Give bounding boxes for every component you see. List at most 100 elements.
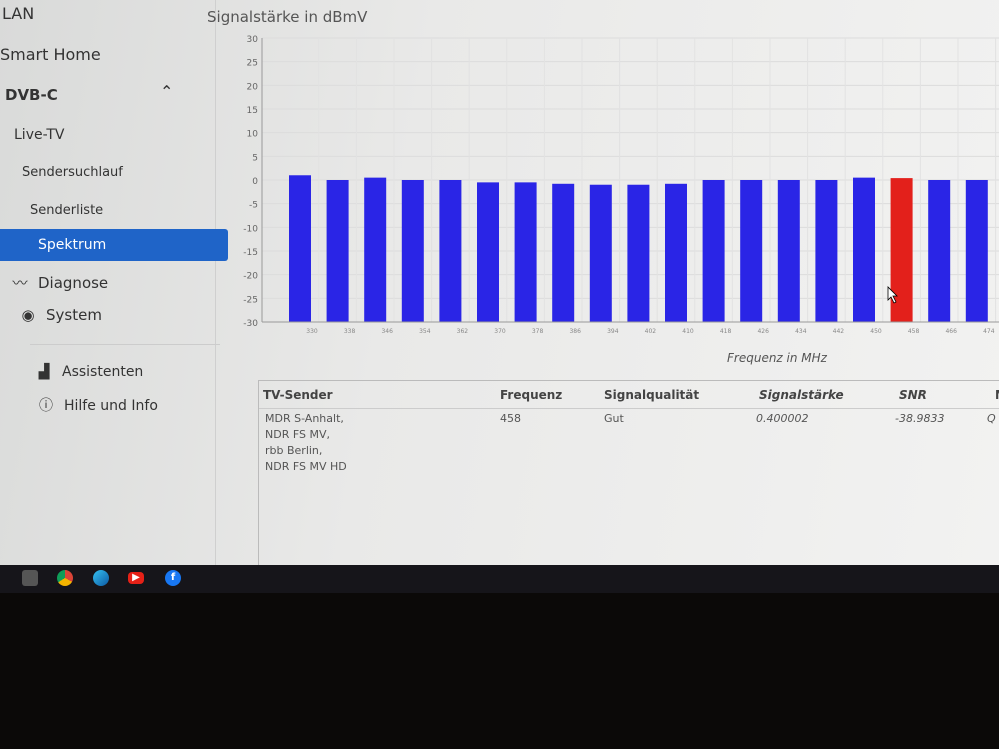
sender: MDR S-Anhalt, xyxy=(265,412,344,425)
label: Diagnose xyxy=(38,274,109,292)
y-tick-label: -25 xyxy=(243,295,258,305)
col-m: M xyxy=(995,388,999,402)
bar-346 xyxy=(364,177,387,322)
spectrum-chart: 30 25 20 15 10 5 0 -5 -10 -15 -20 -25 -30 330 338 346 35… xyxy=(243,35,999,335)
x-tick-label: 338 xyxy=(344,328,356,335)
sidebar-item-lan[interactable]: LAN xyxy=(2,4,35,23)
x-tick-label: 370 xyxy=(494,328,506,335)
youtube-icon[interactable]: ▶ xyxy=(128,572,144,584)
y-tick-label: -15 xyxy=(243,248,258,258)
col-tv-sender: TV-Sender xyxy=(263,388,333,402)
bar-466 xyxy=(928,180,951,322)
bar-394 xyxy=(589,184,612,322)
label: Assistenten xyxy=(62,364,144,380)
y-tick-label: -20 xyxy=(243,272,258,282)
x-tick-label: 442 xyxy=(833,328,845,335)
label: System xyxy=(46,306,102,324)
divider xyxy=(30,344,220,345)
edge-icon[interactable] xyxy=(93,570,109,586)
bar-362 xyxy=(439,180,462,322)
x-tick-label: 410 xyxy=(682,328,694,335)
chrome-icon[interactable] xyxy=(57,570,73,586)
facebook-icon[interactable]: f xyxy=(165,570,181,586)
y-tick-label: 25 xyxy=(247,59,258,69)
x-tick-label: 330 xyxy=(306,328,318,335)
bar-450 xyxy=(853,177,875,322)
bar-458 xyxy=(890,178,913,322)
y-tick-label: -30 xyxy=(243,319,258,329)
sidebar-item-smart-home[interactable]: Smart Home xyxy=(0,45,101,64)
x-tick-label: 474 xyxy=(983,328,995,335)
x-tick-label: 402 xyxy=(645,328,657,335)
x-tick-label: 362 xyxy=(457,328,469,335)
cell-sender: MDR S-Anhalt, NDR FS MV, rbb Berlin, NDR… xyxy=(265,411,347,475)
x-tick-label: 386 xyxy=(569,328,581,335)
chevron-up-icon[interactable]: ⌃ xyxy=(160,82,174,101)
bar-418 xyxy=(702,180,725,322)
x-tick-label: 418 xyxy=(720,328,732,335)
bar-474 xyxy=(965,180,988,322)
y-tick-label: 10 xyxy=(247,130,259,140)
cell-snr: -38.9833 xyxy=(895,412,945,425)
cell-m: Q xyxy=(987,412,996,425)
sidebar-item-spektrum[interactable]: Spektrum xyxy=(0,229,228,261)
col-signalqualitaet: Signalqualität xyxy=(604,388,700,402)
cell-staerke: 0.400002 xyxy=(756,412,809,425)
bar-330 xyxy=(289,175,311,322)
pulse-icon: 〰 xyxy=(12,274,28,292)
sidebar-item-system[interactable]: ◉ System xyxy=(20,306,102,324)
sender: rbb Berlin, xyxy=(265,444,323,457)
y-tick-label: 30 xyxy=(247,35,259,45)
col-snr: SNR xyxy=(899,388,927,402)
sidebar-item-diagnose[interactable]: 〰 Diagnose xyxy=(12,272,108,293)
bar-370 xyxy=(477,182,499,322)
bar-410 xyxy=(665,183,687,322)
x-tick-label: 426 xyxy=(757,328,769,335)
bar-434 xyxy=(777,180,800,322)
screen: LAN Smart Home DVB-C ⌃ Live-TV Sendersuc… xyxy=(0,0,999,565)
cell-frequenz: 458 xyxy=(500,412,521,425)
header-divider xyxy=(259,408,999,409)
x-tick-label: 434 xyxy=(795,328,807,335)
wizard-icon: ▟ xyxy=(38,364,50,380)
mouse-cursor-icon xyxy=(887,286,898,304)
file-explorer-icon[interactable] xyxy=(22,570,38,586)
x-tick-label: 466 xyxy=(945,328,957,335)
bar-378 xyxy=(514,182,537,322)
system-icon: ◉ xyxy=(21,306,35,324)
y-tick-label: 5 xyxy=(252,153,258,163)
sidebar: LAN Smart Home DVB-C ⌃ Live-TV Sendersuc… xyxy=(0,0,228,565)
y-tick-label: 0 xyxy=(252,177,258,187)
sidebar-item-dvb-c[interactable]: DVB-C xyxy=(5,86,58,104)
bar-386 xyxy=(552,183,575,322)
channel-table: TV-Sender Frequenz Signalqualität Signal… xyxy=(258,380,999,565)
sender: NDR FS MV HD xyxy=(265,460,347,473)
col-signalstaerke: Signalstärke xyxy=(759,388,844,402)
chart-title: Signalstärke in dBmV xyxy=(207,8,368,26)
sidebar-item-sendersuchlauf[interactable]: Sendersuchlauf xyxy=(22,165,123,180)
help-icon: ⓘ xyxy=(39,398,53,414)
sidebar-item-assistenten[interactable]: ▟ Assistenten xyxy=(36,364,144,380)
bar-354 xyxy=(401,180,424,322)
taskbar: ▶ f xyxy=(0,565,999,593)
y-tick-label: -5 xyxy=(249,201,258,211)
cell-qualitaet: Gut xyxy=(604,412,624,425)
y-tick-label: 15 xyxy=(247,106,258,116)
x-tick-label: 378 xyxy=(532,328,544,335)
sender: NDR FS MV, xyxy=(265,428,330,441)
x-tick-label: 346 xyxy=(381,328,393,335)
bar-426 xyxy=(740,180,763,322)
bar-402 xyxy=(627,184,650,322)
sidebar-item-hilfe[interactable]: ⓘ Hilfe und Info xyxy=(38,395,158,415)
y-tick-label: 20 xyxy=(247,82,259,92)
sidebar-item-senderliste[interactable]: Senderliste xyxy=(30,203,104,218)
x-tick-label: 450 xyxy=(870,328,882,335)
sidebar-item-live-tv[interactable]: Live-TV xyxy=(14,127,65,143)
x-tick-label: 354 xyxy=(419,328,431,335)
col-frequenz: Frequenz xyxy=(500,388,563,402)
bar-442 xyxy=(815,180,838,322)
x-tick-label: 458 xyxy=(908,328,920,335)
y-tick-label: -10 xyxy=(243,224,258,234)
x-axis-label: Frequenz in MHz xyxy=(727,351,827,365)
bar-338 xyxy=(326,180,349,322)
